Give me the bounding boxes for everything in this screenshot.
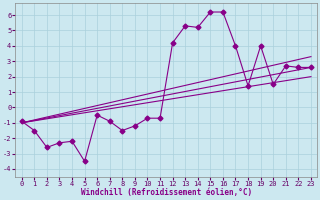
X-axis label: Windchill (Refroidissement éolien,°C): Windchill (Refroidissement éolien,°C) bbox=[81, 188, 252, 197]
